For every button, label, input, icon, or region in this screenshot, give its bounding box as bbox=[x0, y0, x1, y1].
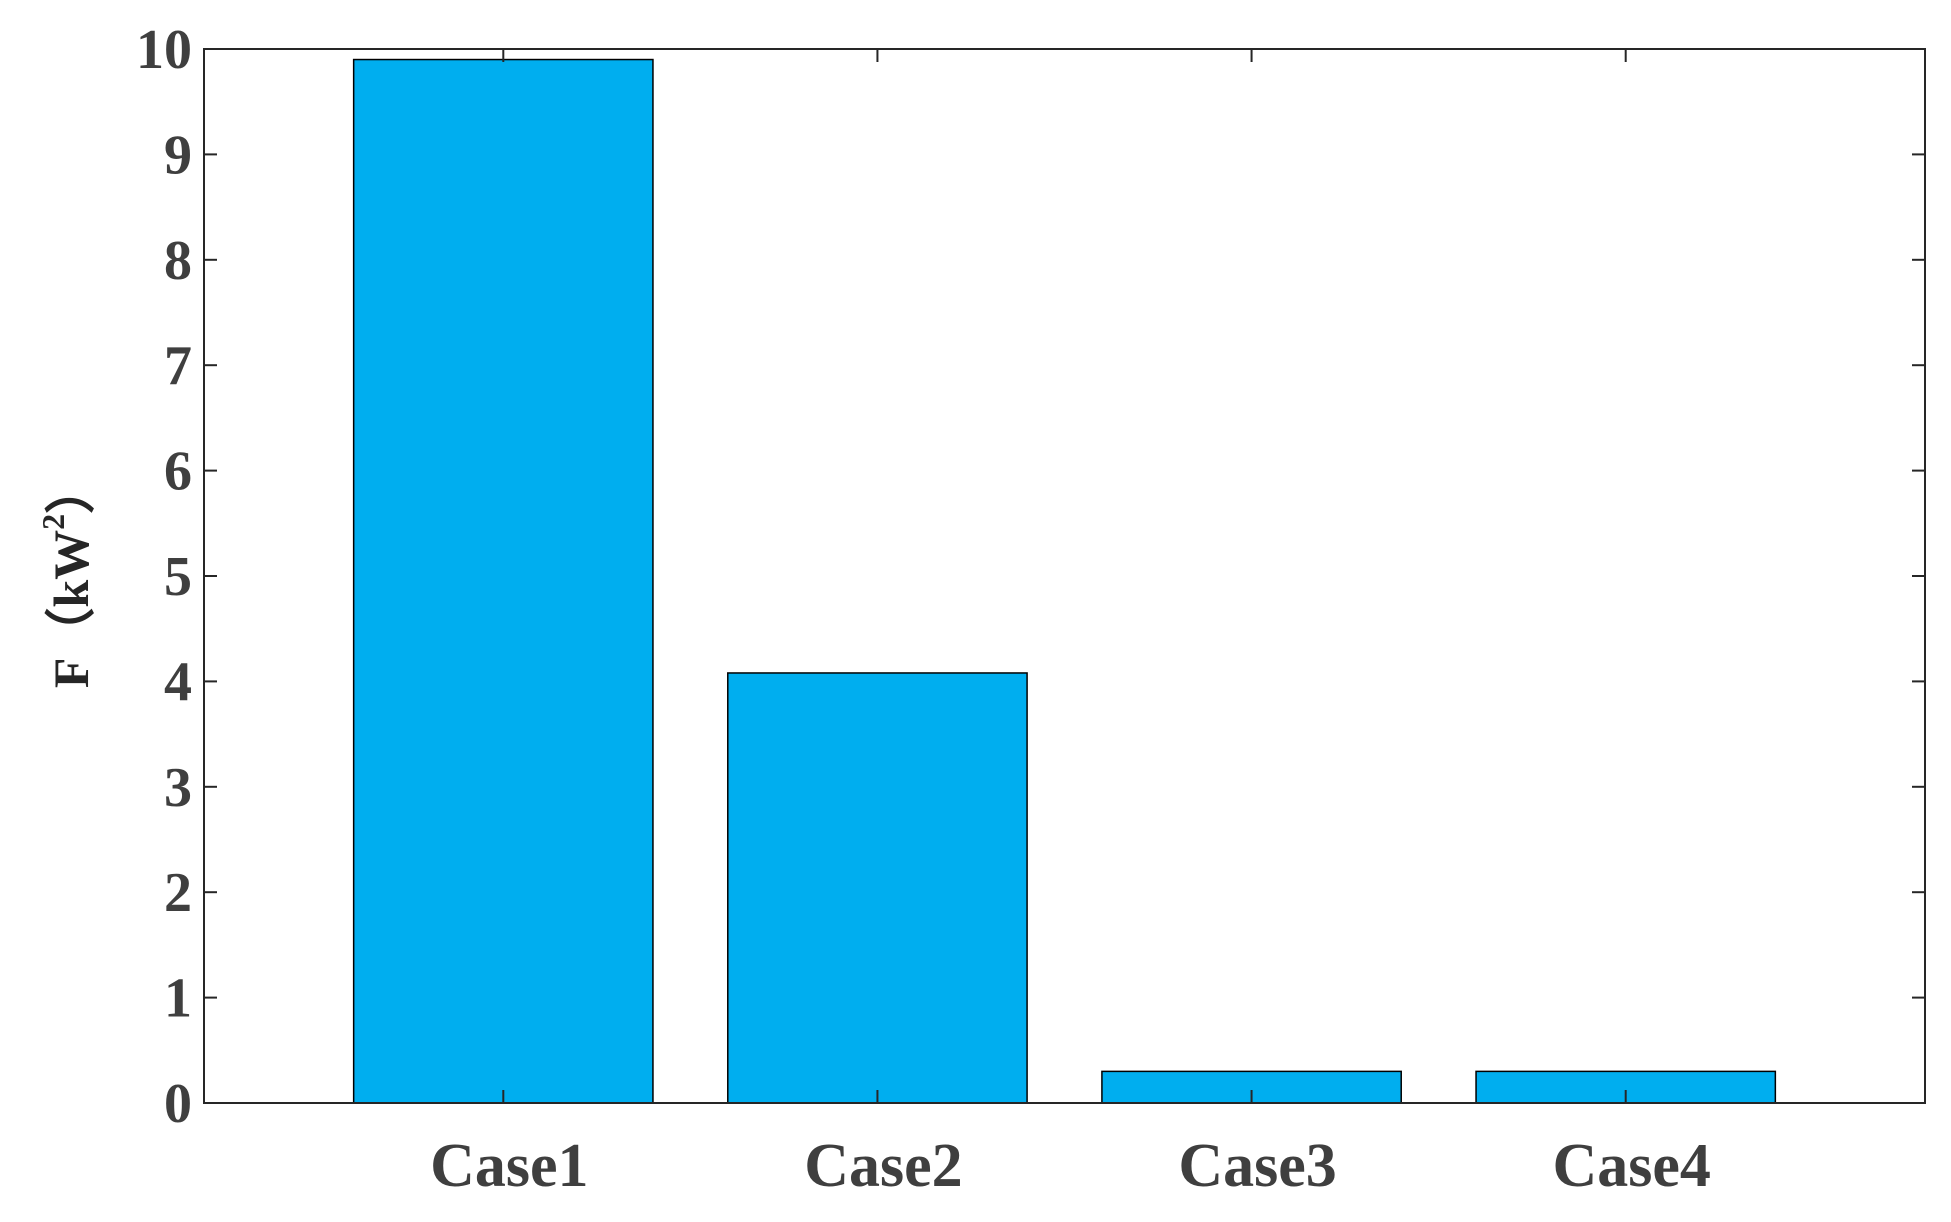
y-tick-label: 9 bbox=[164, 124, 192, 186]
bar-case2 bbox=[727, 672, 1028, 1104]
x-tick-label: Case4 bbox=[1552, 1132, 1710, 1200]
y-tick-label: 8 bbox=[164, 230, 192, 292]
x-tick-labels: Case1 Case2 Case3 Case4 bbox=[430, 1132, 1711, 1200]
y-axis-title-main: F（kW bbox=[43, 530, 99, 688]
y-tick-label: 3 bbox=[164, 757, 192, 819]
y-tick-label: 1 bbox=[164, 968, 192, 1030]
y-tick-label: 5 bbox=[164, 546, 192, 608]
y-tick-label: 7 bbox=[164, 335, 192, 397]
y-tick-label: 4 bbox=[164, 651, 192, 713]
y-tick-label: 10 bbox=[136, 19, 192, 81]
y-tick-label: 6 bbox=[164, 441, 192, 503]
x-tick-label: Case2 bbox=[804, 1132, 962, 1200]
x-tick-label: Case3 bbox=[1178, 1132, 1336, 1200]
y-axis-title: F（kW2） bbox=[35, 464, 99, 688]
ticks-layer bbox=[204, 48, 1925, 1104]
y-tick-label: 2 bbox=[164, 862, 192, 924]
y-axis-title-close: ） bbox=[43, 464, 99, 514]
bars-layer bbox=[352, 58, 1777, 1104]
y-tick-label: 0 bbox=[164, 1073, 192, 1135]
bar-case1 bbox=[352, 58, 654, 1104]
x-tick-label: Case1 bbox=[430, 1132, 588, 1200]
y-tick-labels: 0 1 2 3 4 5 6 7 8 9 10 bbox=[136, 19, 192, 1135]
y-axis-title-superscript: 2 bbox=[35, 514, 71, 530]
